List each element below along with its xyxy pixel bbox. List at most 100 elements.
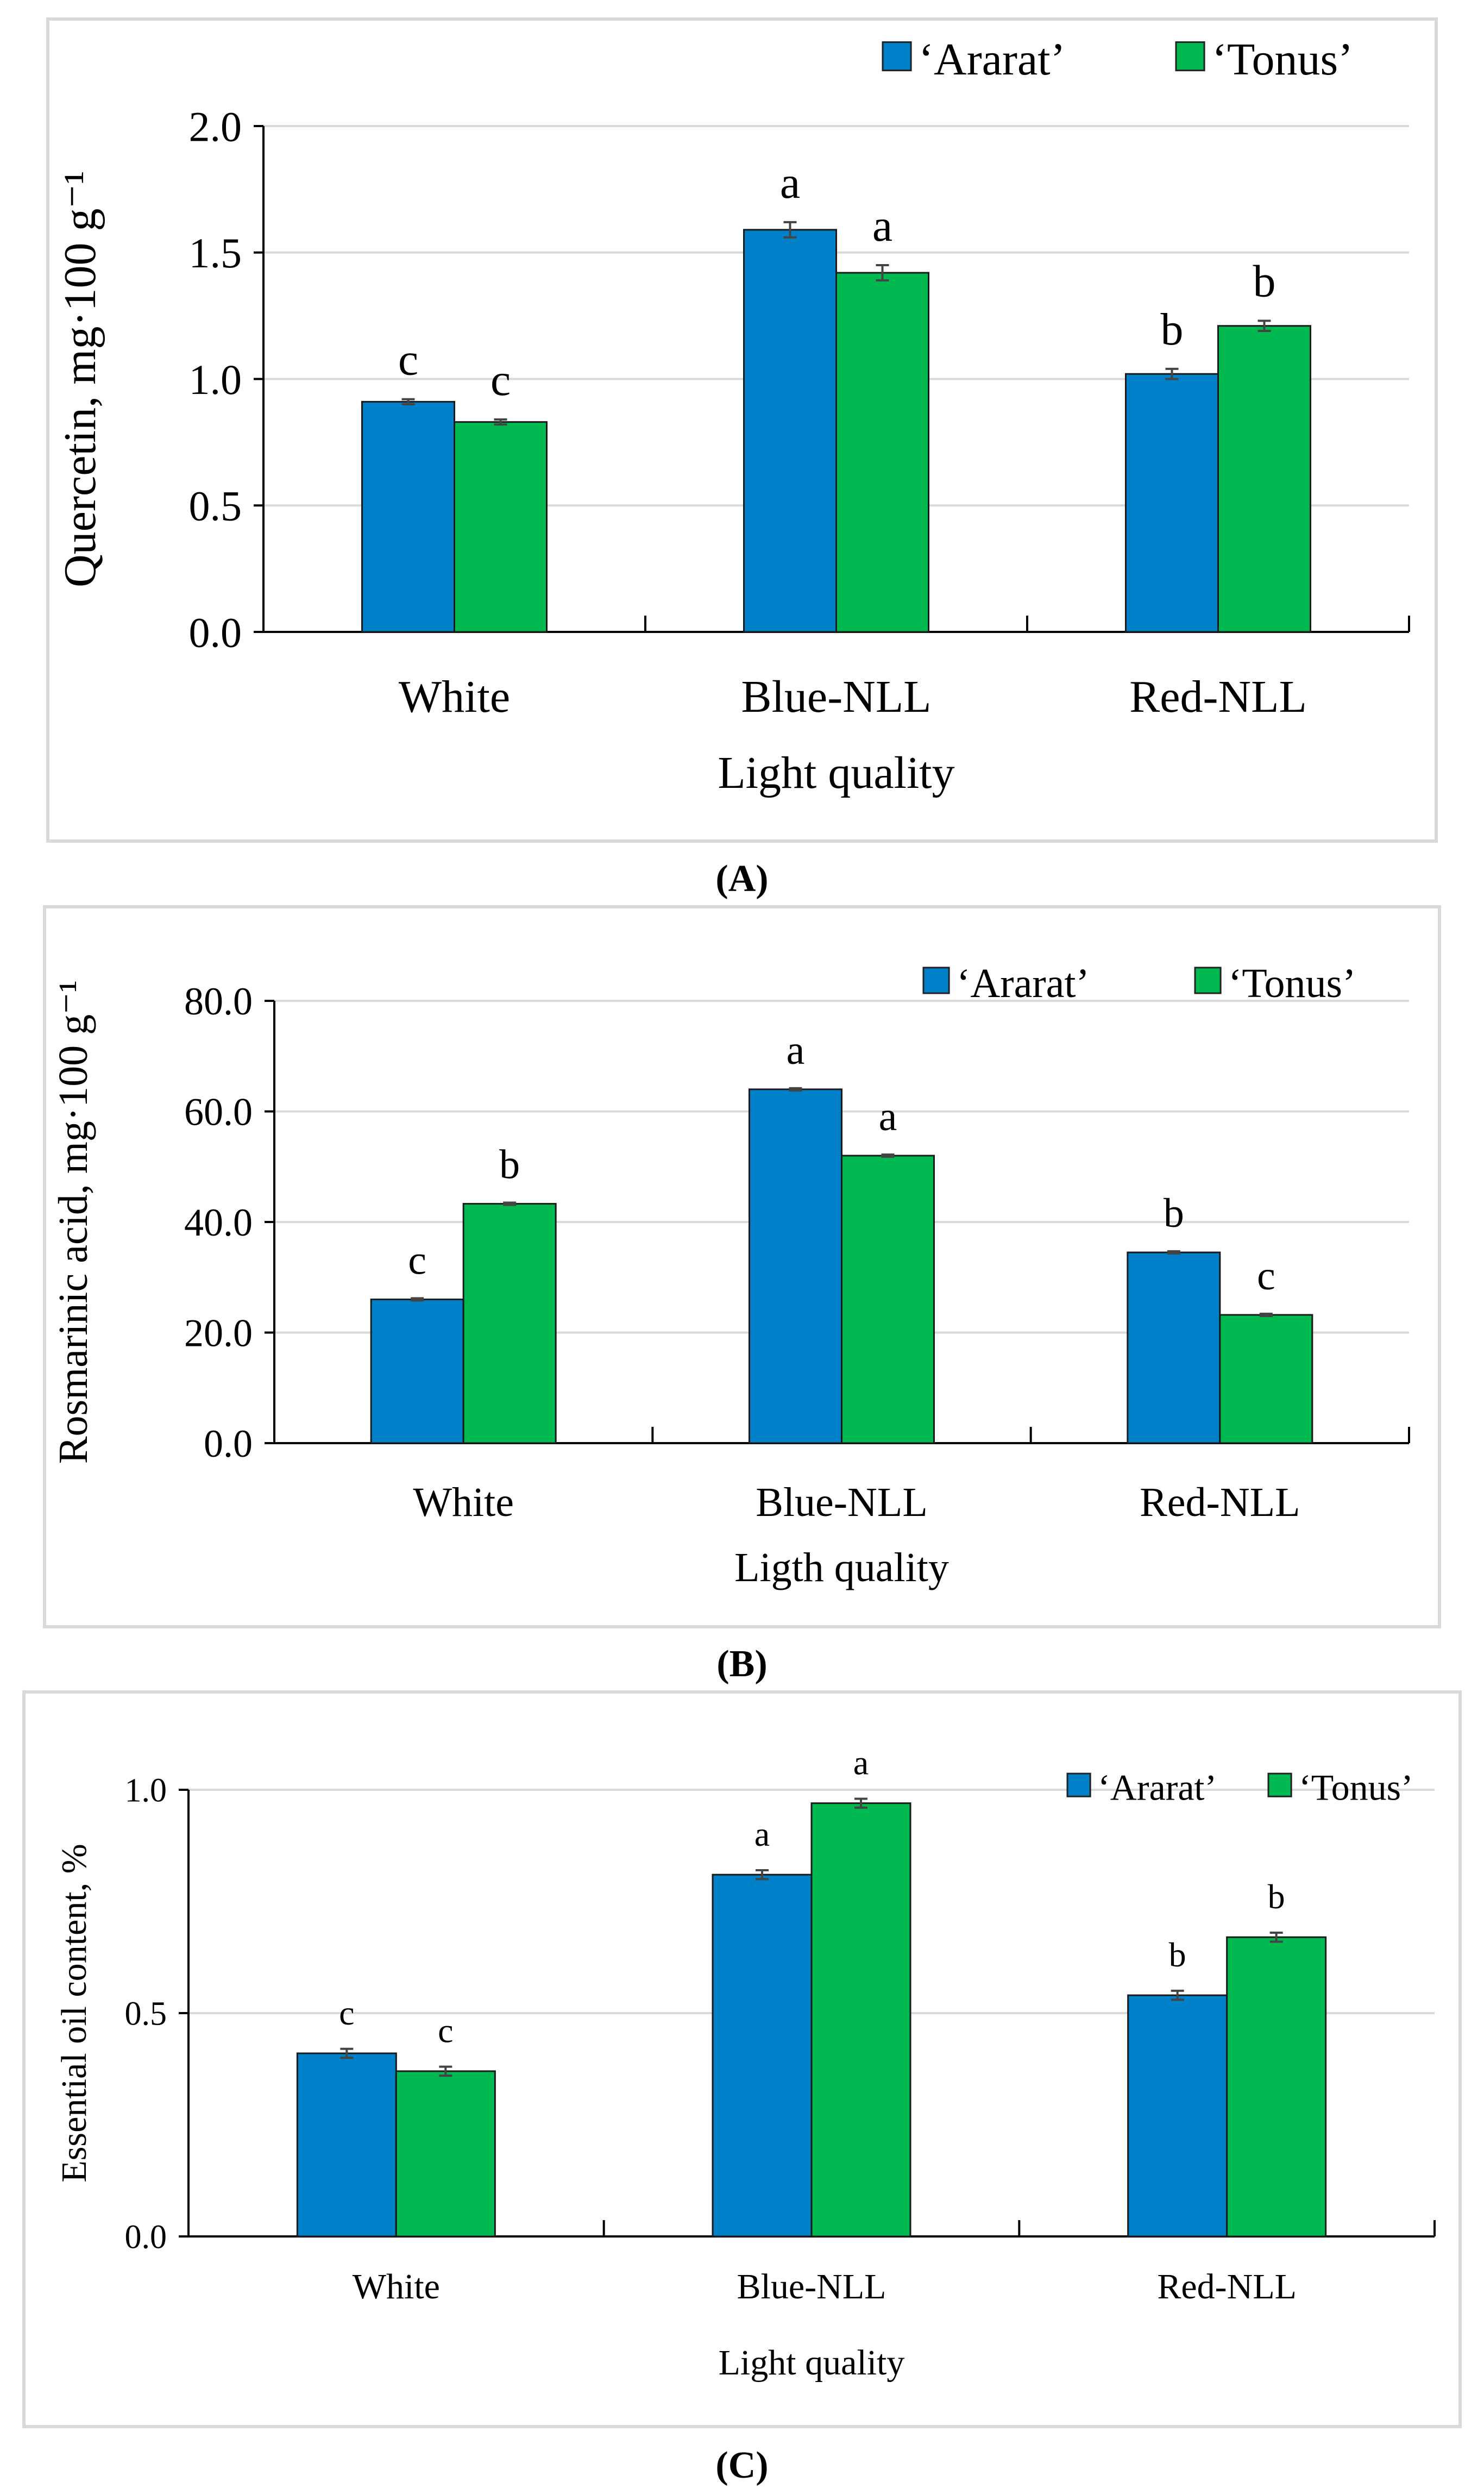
y-tick-label: 0.0	[189, 609, 242, 656]
significance-letter: b	[1169, 1935, 1186, 1974]
bar-tonus	[1219, 1314, 1313, 1444]
y-tick-label: 60.0	[184, 1091, 253, 1134]
y-axis-label: Quercetin, mg·100 g⁻¹	[55, 171, 105, 587]
panel-caption: (B)	[716, 1643, 767, 1685]
significance-letter: a	[853, 1743, 869, 1782]
bar-tonus	[841, 1155, 935, 1444]
y-tick-label: 1.5	[189, 229, 242, 277]
legend-swatch-tonus	[1175, 41, 1205, 72]
error-bar	[1165, 367, 1179, 380]
error-bar	[876, 264, 889, 281]
significance-letter: c	[408, 1237, 426, 1283]
bar-tonus	[462, 1202, 557, 1444]
y-tick-label: 0.0	[125, 2219, 167, 2256]
bar-tonus	[1226, 1936, 1327, 2238]
x-tick-label: White	[353, 2267, 440, 2307]
bar-ararat	[296, 2052, 397, 2238]
y-tick-label: 40.0	[184, 1201, 253, 1244]
error-bar	[439, 2065, 452, 2077]
bar-tonus	[395, 2070, 496, 2238]
x-tick-label: Red-NLL	[1157, 2267, 1297, 2307]
legend-swatch-ararat	[882, 41, 912, 72]
significance-letter: c	[398, 335, 418, 385]
bar-ararat	[1125, 373, 1219, 633]
bar-ararat	[1127, 1251, 1221, 1444]
error-bar	[881, 1153, 895, 1158]
x-tick-label: Red-NLL	[1129, 672, 1307, 722]
legend-label: ‘Ararat’	[957, 961, 1090, 1006]
bar-tonus	[835, 272, 929, 633]
x-axis-label: Ligth quality	[734, 1545, 949, 1590]
x-axis-label: Light quality	[719, 2343, 905, 2383]
x-tick-label: Blue-NLL	[741, 672, 932, 722]
error-bar	[756, 1869, 769, 1881]
error-bar	[503, 1201, 517, 1206]
panel-caption: (C)	[715, 2445, 768, 2486]
error-bar	[1171, 1989, 1184, 2001]
legend-label: ‘Ararat’	[919, 34, 1065, 85]
error-bar	[1257, 319, 1271, 333]
legend-label: ‘Tonus’	[1228, 961, 1356, 1006]
bar-ararat	[361, 400, 455, 633]
x-tick-label: Blue-NLL	[737, 2267, 886, 2307]
significance-letter: b	[499, 1142, 520, 1187]
y-tick-label: 2.0	[189, 103, 242, 150]
error-bar	[401, 398, 415, 406]
error-bar	[783, 221, 797, 239]
y-axis-label: Essential oil content, %	[54, 1844, 94, 2182]
chart-panel-a: 0.0 0.5 1.0 1.5 2.0 White c c Blue-NLL a a Red-NLL b…	[46, 17, 1438, 843]
panel-caption: (A)	[715, 858, 768, 900]
error-bar	[789, 1087, 802, 1092]
significance-letter: b	[1161, 304, 1184, 355]
y-tick-label: 0.0	[204, 1422, 253, 1465]
y-tick-label: 0.5	[189, 482, 242, 530]
bar-ararat	[712, 1873, 813, 2238]
significance-letter: b	[1164, 1190, 1184, 1236]
chart-panel-c: 0.0 0.5 1.0 White c c Blue-NLL a a Red-NLL b b Light…	[22, 1690, 1462, 2428]
significance-letter: c	[339, 1994, 354, 2032]
bar-tonus	[454, 421, 548, 633]
x-tick-label: White	[399, 672, 510, 722]
x-tick-label: Blue-NLL	[756, 1480, 928, 1525]
significance-letter: a	[754, 1815, 770, 1853]
error-bar	[1259, 1312, 1273, 1317]
error-bar	[1167, 1250, 1180, 1255]
x-axis-label: Light quality	[718, 748, 954, 798]
error-bar	[340, 2047, 354, 2059]
legend-label: ‘Tonus’	[1299, 1766, 1413, 1808]
significance-letter: b	[1268, 1877, 1285, 1916]
x-tick-label: Red-NLL	[1140, 1480, 1300, 1525]
significance-letter: b	[1253, 256, 1276, 306]
significance-letter: a	[872, 200, 892, 251]
legend-label: ‘Tonus’	[1212, 34, 1353, 85]
legend-swatch-tonus	[1267, 1772, 1292, 1797]
x-tick-label: White	[413, 1480, 514, 1525]
y-tick-label: 80.0	[184, 980, 253, 1023]
legend-swatch-tonus	[1194, 967, 1222, 994]
error-bar	[494, 418, 507, 426]
bar-ararat	[743, 229, 837, 633]
error-bar	[411, 1297, 424, 1302]
significance-letter: a	[787, 1027, 805, 1073]
bar-ararat	[1127, 1994, 1228, 2238]
y-tick-label: 1.0	[125, 1772, 167, 1809]
bar-tonus	[810, 1802, 911, 2238]
significance-letter: c	[1257, 1253, 1275, 1299]
error-bar	[854, 1797, 867, 1809]
y-tick-label: 1.0	[189, 356, 242, 403]
bar-ararat	[370, 1298, 464, 1444]
error-bar	[1269, 1932, 1283, 1943]
bar-tonus	[1217, 325, 1311, 633]
y-tick-label: 20.0	[184, 1312, 253, 1355]
significance-letter: a	[879, 1094, 897, 1139]
y-axis-label: Rosmarinic acid, mg·100 g⁻¹	[51, 980, 96, 1464]
significance-letter: c	[438, 2011, 453, 2050]
legend-label: ‘Ararat’	[1098, 1766, 1217, 1808]
bar-ararat	[749, 1088, 842, 1444]
significance-letter: a	[780, 158, 800, 208]
significance-letter: c	[491, 355, 511, 405]
legend-swatch-ararat	[1066, 1772, 1091, 1797]
chart-panel-b: 0.0 20.0 40.0 60.0 80.0 White c b Blue-NLL a a Red-…	[43, 905, 1441, 1628]
y-tick-label: 0.5	[125, 1996, 167, 2033]
